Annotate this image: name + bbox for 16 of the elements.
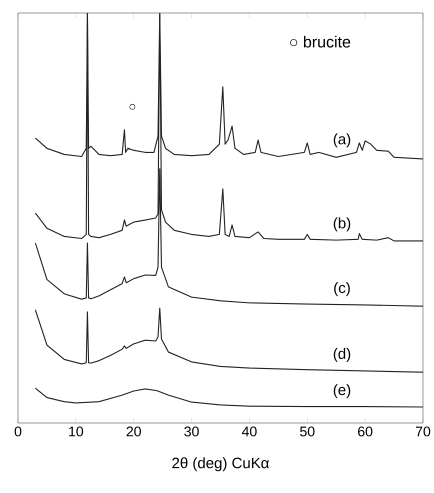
x-tick-label: 10	[69, 426, 84, 436]
series-label: (c)	[334, 282, 350, 296]
x-tick-label: 70	[416, 426, 430, 436]
series-label: (b)	[334, 217, 350, 232]
x-tick-label: 0	[14, 426, 22, 436]
series-label: (a)	[334, 133, 350, 148]
x-axis-title: 2θ (deg) CuKα	[172, 457, 269, 472]
x-tick-label: 40	[242, 426, 257, 436]
x-tick-label: 20	[126, 426, 141, 436]
x-tick-label: 60	[358, 426, 372, 436]
series-label: (e)	[334, 384, 350, 398]
annotation: ○ brucite	[290, 36, 350, 48]
x-tick-label: 30	[184, 426, 199, 436]
series-label: (d)	[334, 348, 350, 362]
x-tick-label: 50	[300, 426, 314, 436]
annotation: ○	[129, 104, 136, 110]
